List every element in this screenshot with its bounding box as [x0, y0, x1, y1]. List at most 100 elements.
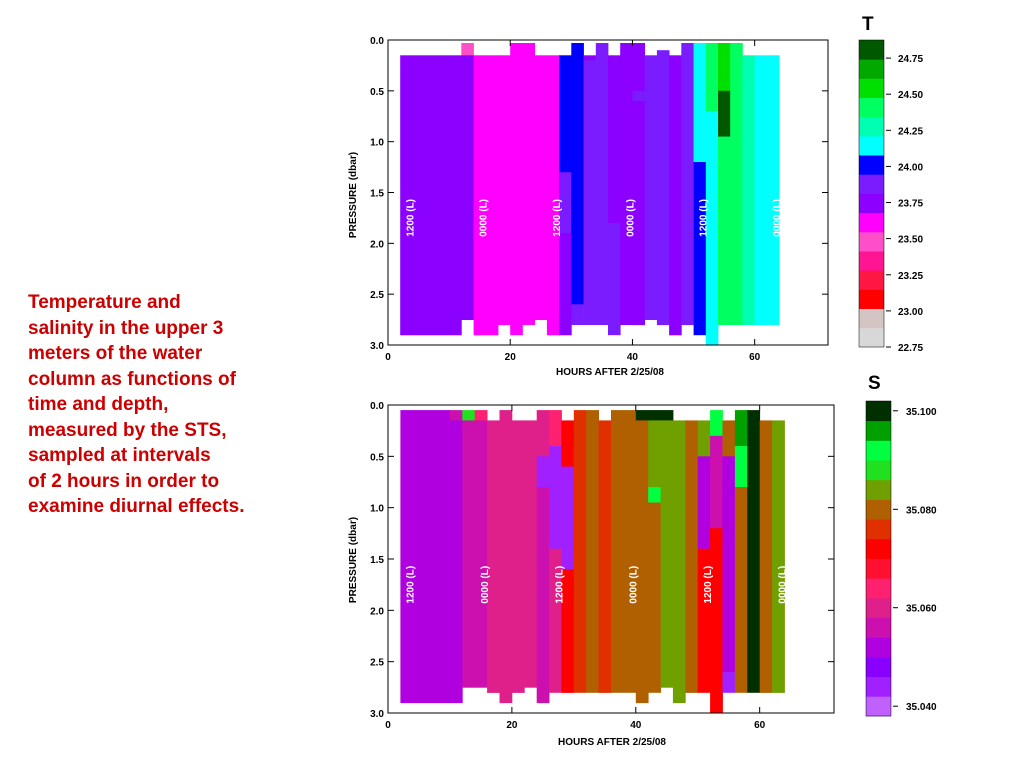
heatmap-cell: [648, 410, 661, 421]
heatmap-cell: [583, 55, 597, 61]
heatmap-cell: [561, 420, 575, 467]
heatmap-cell: [648, 502, 661, 693]
heatmap-cell: [705, 111, 719, 346]
heatmap-cell: [449, 410, 463, 421]
colorbar-label: 35.060: [906, 604, 937, 615]
colorbar-label: 22.75: [898, 343, 923, 354]
y-tick-label: 0.0: [370, 36, 384, 47]
y-tick-label: 1.0: [370, 504, 384, 515]
heatmap-cell: [571, 304, 584, 325]
colorbar-label: 23.00: [898, 307, 923, 318]
heatmap-cell: [571, 43, 584, 305]
heatmap-cell: [559, 55, 572, 173]
heatmap-cell: [536, 456, 550, 488]
time-marker-label: 1200 (L): [405, 199, 416, 237]
y-tick-label: 2.0: [370, 606, 384, 617]
heatmap-cell: [635, 420, 649, 704]
heatmap-cell: [559, 172, 572, 234]
heatmap-cell: [536, 487, 550, 704]
heatmap-cell: [759, 420, 773, 693]
heatmap-cell: [772, 420, 785, 693]
heatmap-cell: [747, 410, 761, 693]
colorbar-swatch: [866, 696, 891, 717]
heatmap-cell: [669, 55, 682, 82]
x-axis-title-t: HOURS AFTER 2/25/08: [556, 367, 664, 378]
heatmap-cell: [660, 410, 674, 421]
colorbar-swatch: [866, 558, 891, 579]
heatmap-cell: [583, 60, 597, 326]
caption-line: Temperature and: [28, 292, 181, 313]
heatmap-cell: [693, 162, 707, 336]
colorbar-swatch: [859, 40, 884, 60]
heatmap-cells: [400, 43, 780, 346]
time-marker-label: 1200 (L): [703, 566, 714, 604]
heatmap-cell: [693, 43, 707, 163]
heatmap-cell: [734, 446, 748, 488]
heatmap-cell: [449, 420, 463, 704]
colorbar-swatch: [866, 578, 891, 599]
caption-line: time and depth,: [28, 394, 169, 415]
colorbar-label: 23.75: [898, 199, 923, 210]
colorbar-swatch: [859, 174, 884, 194]
caption-line: meters of the water: [28, 343, 203, 364]
heatmap-cell: [722, 671, 736, 693]
colorbar-swatch: [859, 116, 884, 137]
heatmap-cell: [474, 410, 488, 421]
heatmap-cell: [710, 435, 723, 529]
heatmap-cell: [498, 55, 511, 326]
heatmap-cell: [522, 43, 535, 325]
colorbar-label: 23.50: [898, 235, 923, 246]
heatmap-cell: [734, 410, 748, 447]
heatmap-cell: [648, 420, 661, 488]
time-marker-label: 0000 (L): [629, 566, 640, 604]
y-tick-label: 2.5: [370, 290, 384, 301]
caption-line: of 2 hours in order to: [28, 470, 220, 492]
colorbar-swatch: [866, 460, 891, 481]
heatmap-cell: [586, 410, 599, 693]
heatmap-cell: [710, 528, 723, 714]
heatmap-cell: [559, 233, 572, 336]
time-marker-label: 1200 (L): [699, 199, 710, 237]
colorbar-swatch: [866, 597, 891, 618]
heatmap-cell: [754, 55, 780, 326]
colorbar-swatch: [859, 251, 884, 271]
heatmap-cell: [718, 90, 731, 137]
colorbar-label: 35.100: [906, 407, 937, 418]
heatmap-cell: [524, 420, 538, 688]
heatmap-cell: [561, 466, 575, 570]
x-axis-title-s: HOURS AFTER 2/25/08: [558, 737, 666, 748]
x-tick-label: 40: [630, 720, 642, 731]
heatmap-cell: [742, 55, 755, 326]
colorbar-swatch: [866, 420, 891, 441]
colorbar-swatch: [866, 479, 891, 500]
y-tick-label: 0.5: [370, 87, 384, 98]
colorbar-swatch: [859, 155, 884, 175]
x-tick-label: 0: [385, 352, 391, 363]
colorbar-label: 24.00: [898, 162, 923, 173]
heatmap-cell: [718, 136, 731, 326]
heatmap-cell: [462, 410, 476, 421]
heatmap-cell: [697, 420, 711, 457]
heatmap-cell: [461, 55, 474, 321]
time-marker-label: 0000 (L): [772, 199, 783, 237]
heatmap-cell: [623, 410, 637, 693]
colorbar-swatch: [866, 656, 891, 677]
colorbar-swatch: [859, 308, 884, 329]
colorbar-swatch: [859, 135, 884, 156]
colorbar-swatch: [859, 78, 884, 98]
heatmap-cell: [648, 487, 661, 503]
colorbar-swatch: [866, 538, 891, 559]
heatmap-cell: [549, 548, 562, 693]
heatmap-cell: [499, 410, 513, 704]
heatmap-cell: [632, 101, 645, 326]
heatmap-cell: [611, 410, 624, 693]
time-marker-label: 0000 (L): [777, 566, 788, 604]
time-marker-label: 1200 (L): [552, 199, 563, 237]
colorbar-swatch: [859, 59, 884, 79]
colorbar-swatch: [859, 193, 884, 214]
heatmap-cell: [734, 487, 748, 693]
y-tick-label: 3.0: [370, 341, 384, 352]
caption-line: salinity in the upper 3: [28, 317, 224, 339]
heatmap-cell: [620, 43, 633, 325]
x-tick-label: 40: [627, 352, 639, 363]
